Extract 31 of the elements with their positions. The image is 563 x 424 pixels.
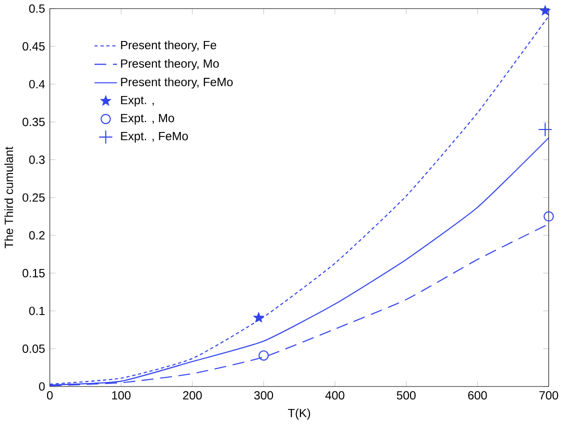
y-tick-label: 0.2 (29, 231, 45, 240)
legend-label: Expt. , Mo (121, 114, 174, 125)
y-tick-label: 0.1 (29, 306, 45, 316)
legend-label: Expt. , (121, 96, 154, 107)
y-tick-label: 0.05 (22, 344, 45, 353)
y-axis-title: The Third cumulant (4, 146, 14, 248)
y-tick-label: 0 (39, 382, 45, 391)
point (544, 211, 554, 222)
x-tick-label: 700 (539, 391, 558, 400)
legend-label: Present theory, Fe (121, 40, 216, 52)
point (258, 350, 269, 361)
legend-label: Present theory, FeMo (121, 77, 233, 89)
x-tick-label: 400 (325, 391, 344, 400)
y-tick-label: 0.4 (29, 80, 45, 88)
y-tick-label: 0.45 (22, 42, 45, 51)
point (254, 312, 264, 322)
legend-label: Present theory, Mo (121, 59, 219, 70)
x-tick-label: 100 (112, 391, 131, 400)
legend-label: Expt. , FeMo (121, 132, 188, 143)
y-tick-label: 0.5 (29, 4, 45, 13)
x-tick-label: 600 (468, 391, 487, 400)
x-axis-title: T(K) (288, 408, 310, 420)
x-tick-label: 300 (254, 391, 274, 400)
y-tick-label: 0.3 (29, 156, 45, 164)
y-tick-label: 0.25 (22, 193, 45, 202)
x-tick-label: 0 (47, 391, 53, 400)
y-tick-label: 0.15 (22, 268, 45, 278)
y-tick-label: 0.35 (22, 118, 45, 126)
x-tick-label: 200 (183, 391, 202, 400)
point (538, 122, 552, 137)
x-tick-label: 500 (396, 391, 416, 400)
